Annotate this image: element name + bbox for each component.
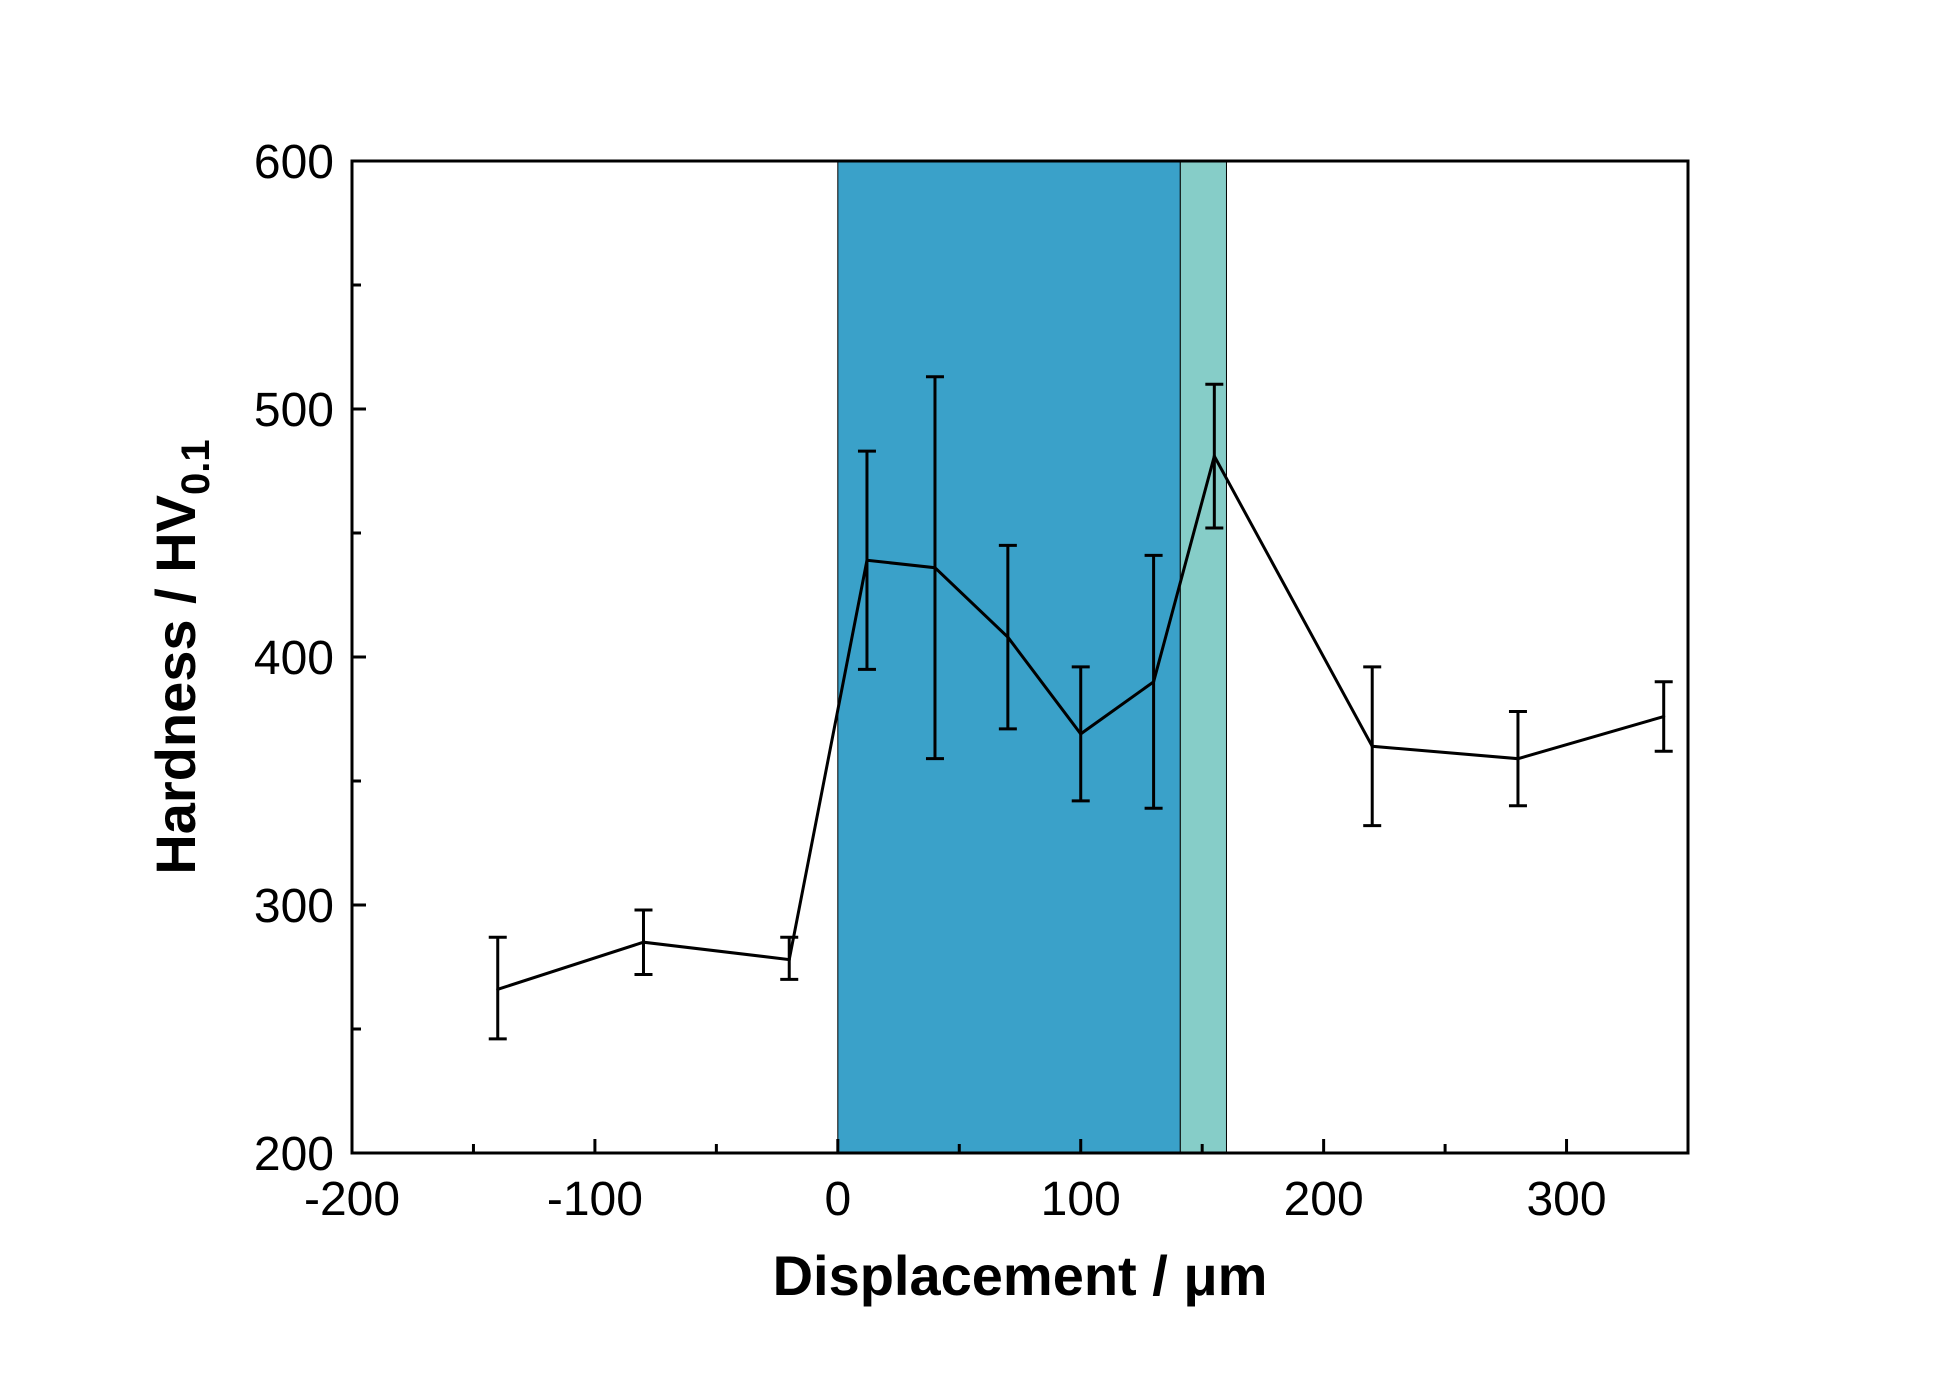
shaded-regions — [837, 160, 1227, 1154]
data-point — [496, 987, 500, 991]
data-point — [865, 558, 869, 562]
x-tick-label: 100 — [1041, 1173, 1121, 1226]
plot-frame — [350, 159, 1690, 1155]
data-point — [1370, 744, 1374, 748]
x-tick-label: 300 — [1526, 1173, 1606, 1226]
data-point — [1662, 715, 1666, 719]
data-series — [488, 375, 1673, 1041]
y-tick-label: 300 — [254, 880, 334, 933]
data-point — [787, 958, 791, 962]
x-tick-label: 200 — [1284, 1173, 1364, 1226]
y-axis-title-main: Hardness / HV — [144, 495, 207, 875]
x-tick-label: -100 — [547, 1173, 643, 1226]
y-tick-label: 200 — [254, 1128, 334, 1181]
y-tick-label: 500 — [254, 384, 334, 437]
y-axis-title: Hardness / HV0.1 — [144, 439, 218, 874]
x-tick-label: 0 — [824, 1173, 851, 1226]
y-axis-title-subscript: 0.1 — [174, 439, 218, 495]
data-point — [933, 566, 937, 570]
tick-labels: -200 -100 0 100 200 300 200 300 400 500 600 — [254, 136, 1607, 1226]
y-tick-label: 400 — [254, 632, 334, 685]
y-tick-label: 600 — [254, 136, 334, 189]
data-point — [1152, 680, 1156, 684]
data-point — [1006, 635, 1010, 639]
series-line — [497, 452, 1665, 991]
x-axis-title: Displacement / μm — [773, 1244, 1268, 1307]
data-point — [1516, 757, 1520, 761]
x-tick-label: -200 — [304, 1173, 400, 1226]
data-point — [641, 940, 645, 944]
data-point — [1079, 732, 1083, 736]
data-point — [1212, 454, 1216, 458]
shaded-region-2 — [1179, 160, 1227, 1154]
